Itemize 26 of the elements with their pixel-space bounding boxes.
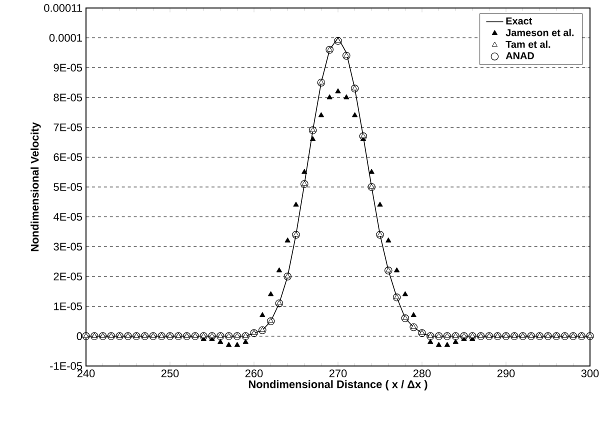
y-tick-label: 5E-05 xyxy=(54,183,82,191)
x-tick-label: 280 xyxy=(413,370,431,378)
x-tick-label: 270 xyxy=(329,370,347,378)
legend-label: ANAD xyxy=(506,52,534,60)
y-tick-label: 3E-05 xyxy=(54,242,82,251)
y-tick-label: -1E-05 xyxy=(50,362,82,370)
y-tick-label: 8E-05 xyxy=(54,94,82,102)
y-tick-label: 6E-05 xyxy=(54,153,82,162)
x-tick-label: 250 xyxy=(161,370,179,378)
x-tick-label: 240 xyxy=(77,370,95,378)
y-tick-label: 0 xyxy=(76,332,82,340)
y-tick-label: 4E-05 xyxy=(53,212,82,221)
legend-label: Exact xyxy=(506,18,532,24)
y-tick-label: 2E-05 xyxy=(54,272,82,280)
x-tick-label: 300 xyxy=(581,370,599,378)
x-tick-label: 290 xyxy=(497,370,515,378)
y-tick-label: 9E-05 xyxy=(54,64,82,72)
y-axis-title: Nondimensional Velocity xyxy=(30,122,41,252)
x-axis-title: Nondimensional Distance ( x / Δx ) xyxy=(248,380,428,390)
legend-label: Tam et al. xyxy=(506,40,550,48)
y-tick-label: 7E-05 xyxy=(54,123,82,132)
y-tick-label: 1E-05 xyxy=(54,302,82,310)
legend-label: Jameson et al. xyxy=(506,28,574,36)
x-tick-label: 260 xyxy=(245,370,263,378)
y-tick-label: 0.0001 xyxy=(49,34,82,42)
y-tick-label: 0.00011 xyxy=(44,4,82,12)
